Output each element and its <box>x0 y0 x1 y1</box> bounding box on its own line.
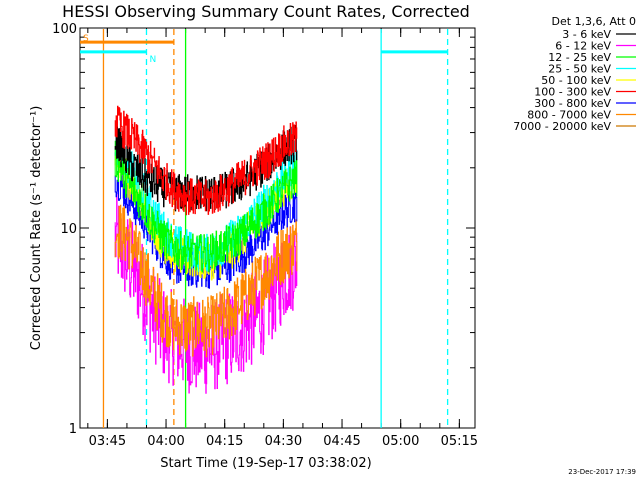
legend-label: 50 - 100 keV <box>541 74 611 87</box>
segment-label: S <box>83 34 89 44</box>
x-tick-label: 04:15 <box>206 434 243 449</box>
legend-label: 12 - 25 keV <box>548 51 611 64</box>
legend-label: 7000 - 20000 keV <box>513 120 611 133</box>
chart-title: HESSI Observing Summary Count Rates, Cor… <box>62 2 470 21</box>
x-tick-label: 04:45 <box>323 434 360 449</box>
plot-area: 1 10 100 03:45 04:00 04:15 04:30 04:45 05:00 05:1… <box>52 22 478 449</box>
x-axis-label: Start Time (19-Sep-17 03:38:02) <box>160 456 371 471</box>
legend-label: 6 - 12 keV <box>555 40 611 53</box>
legend-label: 3 - 6 keV <box>562 28 611 41</box>
y-tick-label: 10 <box>60 222 77 237</box>
series-line <box>114 191 298 394</box>
series-100-300keV <box>114 105 298 216</box>
legend-label: 300 - 800 keV <box>534 97 611 110</box>
legend-label: 25 - 50 keV <box>548 63 611 76</box>
y-tick-label: 1 <box>69 422 77 437</box>
series-line <box>114 140 298 273</box>
legend-label: 800 - 7000 keV <box>527 109 611 122</box>
series-12-25keV <box>114 140 298 273</box>
legend-title: Det 1,3,6, Att 0 <box>552 15 636 28</box>
x-tick-label: 05:15 <box>441 434 478 449</box>
x-tick-label: 03:45 <box>89 434 126 449</box>
x-tick-label: 04:00 <box>147 434 184 449</box>
series-line <box>114 204 298 358</box>
timestamp: 23-Dec-2017 17:39 <box>568 468 636 476</box>
series-line <box>114 105 298 216</box>
legend-label: 100 - 300 keV <box>534 86 611 99</box>
series-800-7000keV <box>114 204 298 358</box>
x-tick-label: 05:00 <box>382 434 419 449</box>
y-axis-label: Corrected Count Rate (s⁻¹ detector⁻¹) <box>29 106 44 351</box>
x-tick-label: 04:30 <box>265 434 302 449</box>
series-6-12keV <box>114 191 298 394</box>
segment-label: N <box>149 55 156 65</box>
y-tick-label: 100 <box>52 22 77 37</box>
